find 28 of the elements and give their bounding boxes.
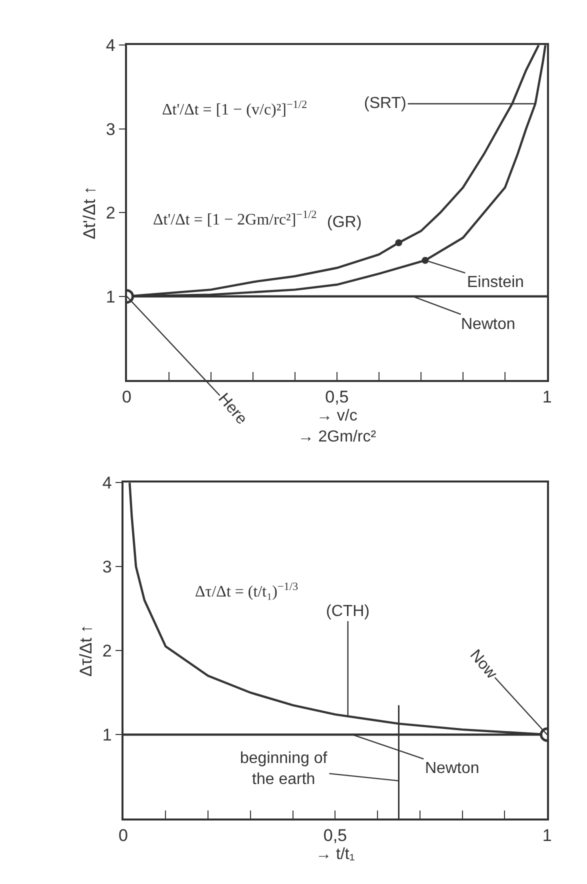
y-axis-title: Δt'/Δt ↑ bbox=[80, 186, 99, 240]
x-tick-label: 0,5 bbox=[323, 826, 347, 845]
x-tick-label: 0 bbox=[122, 388, 132, 407]
y-axis-title: Δτ/Δt ↑ bbox=[76, 624, 96, 677]
annotation: (GR) bbox=[327, 214, 362, 231]
x-tick-label: 1 bbox=[542, 826, 552, 845]
y-tick-label: 1 bbox=[106, 287, 116, 306]
annotation: Newton bbox=[461, 316, 516, 333]
y-tick-label: 1 bbox=[102, 726, 112, 745]
annotation: Newton bbox=[425, 760, 480, 777]
annotation: Δτ/Δt = (t/t₁)$^{−1/3}$ bbox=[195, 581, 299, 601]
annotation: (CTH) bbox=[326, 603, 370, 620]
x-tick-label: 0 bbox=[118, 826, 128, 845]
y-tick-label: 4 bbox=[102, 474, 112, 493]
y-tick-label: 2 bbox=[102, 642, 112, 661]
x-axis-title: → v/c → 2Gm/rc² bbox=[298, 408, 377, 446]
x-tick-label: 0,5 bbox=[325, 388, 349, 407]
annotation: beginning of the earth bbox=[240, 750, 328, 788]
y-tick-label: 3 bbox=[102, 558, 112, 577]
x-tick-label: 1 bbox=[542, 388, 552, 407]
y-tick-label: 3 bbox=[106, 120, 116, 139]
y-tick-label: 4 bbox=[106, 36, 116, 56]
y-tick-label: 2 bbox=[106, 204, 116, 223]
annotation: Einstein bbox=[467, 274, 524, 291]
annotation: (SRT) bbox=[364, 95, 406, 112]
annotation: Δt'/Δt = [1 − (v/c)²]$^{−1/2}$ bbox=[162, 99, 308, 119]
x-axis-title: → t/t₁ bbox=[316, 846, 355, 864]
annotation: Δt'/Δt = [1 − 2Gm/rc²]$^{−1/2}$ bbox=[153, 209, 317, 229]
